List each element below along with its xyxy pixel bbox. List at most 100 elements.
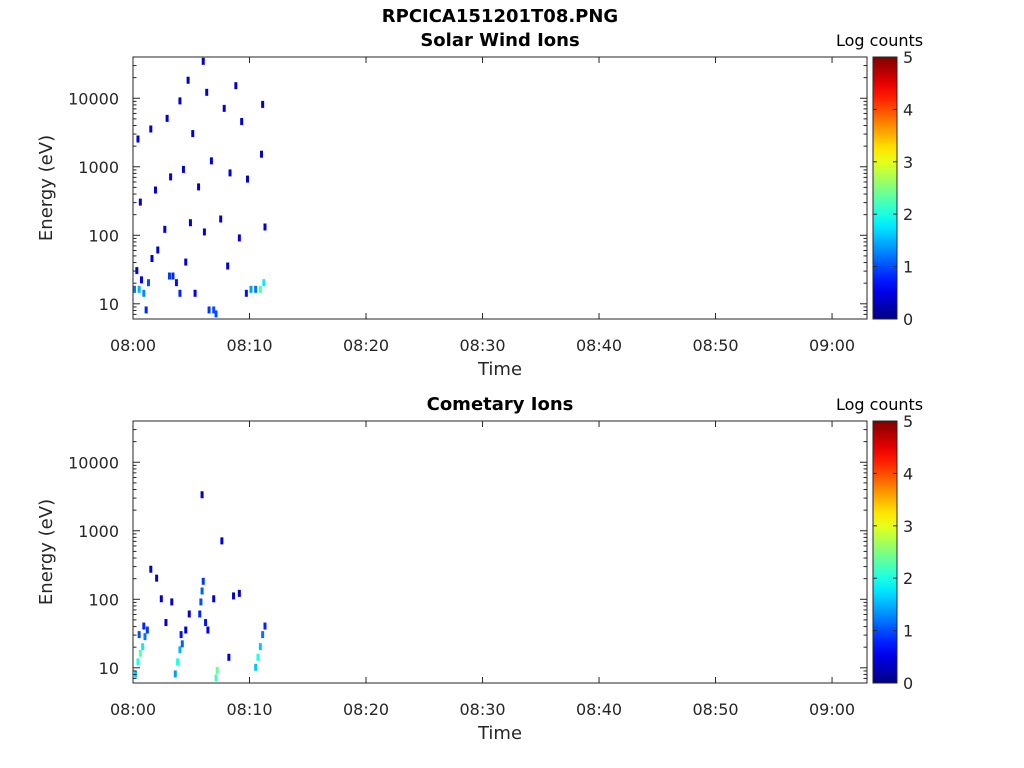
- colorbar-tick-label: 3: [903, 517, 913, 536]
- data-cell: [205, 88, 209, 96]
- data-cell: [139, 276, 143, 284]
- data-cell: [254, 663, 258, 671]
- data-cell: [146, 279, 150, 287]
- data-cell: [198, 610, 202, 618]
- data-cell: [143, 633, 147, 641]
- data-cell: [244, 289, 248, 297]
- y-axis-label: Energy (eV): [36, 499, 57, 605]
- data-cell: [191, 130, 195, 138]
- data-cell: [228, 169, 232, 177]
- x-axis-label: Time: [477, 359, 522, 380]
- data-cell: [186, 76, 190, 84]
- data-cell: [149, 565, 153, 573]
- colorbar-tick-label: 2: [903, 205, 913, 224]
- colorbar-tick-label: 4: [903, 100, 913, 119]
- colorbar-tick-label: 1: [903, 622, 913, 641]
- data-cell: [240, 118, 244, 126]
- data-cell: [200, 491, 204, 499]
- x-axis-label: Time: [477, 723, 522, 744]
- colorbar-label: Log counts: [836, 395, 924, 414]
- data-cell: [149, 125, 153, 133]
- data-cell: [169, 173, 173, 181]
- y-tick-label: 10: [99, 295, 119, 314]
- data-cell: [167, 272, 171, 280]
- x-tick-label: 08:00: [110, 336, 156, 355]
- data-cell: [259, 150, 263, 158]
- data-cell: [155, 574, 159, 582]
- data-cell: [180, 640, 184, 648]
- data-cell: [136, 658, 140, 666]
- data-cell: [135, 267, 139, 275]
- data-cell: [138, 198, 142, 206]
- data-cell: [262, 279, 266, 287]
- solar-wind-ions-chart: 08:00 08:10 08:20 08:30 08:40 08:50 09:00 Time 1…: [36, 48, 913, 380]
- data-cell: [232, 592, 236, 600]
- colorbar-tick-label: 4: [903, 464, 913, 483]
- data-cell: [227, 653, 231, 661]
- data-cell: [237, 589, 241, 597]
- data-cell: [234, 82, 238, 90]
- data-cell: [179, 631, 183, 639]
- data-cell: [214, 674, 218, 682]
- data-cell: [261, 631, 265, 639]
- solar-wind-ions-panel: Solar Wind Ions Log counts 08:00 08:10 08:…: [36, 30, 924, 380]
- data-cell: [170, 598, 174, 606]
- x-tick-label: 08:30: [459, 336, 505, 355]
- y-tick-label: 10000: [68, 453, 119, 472]
- cometary-ions-panel: Cometary Ions Log counts 08:00 08:10 08:20…: [0, 364, 1024, 768]
- data-cell: [142, 622, 146, 630]
- colorbar-tick-label: 3: [903, 153, 913, 172]
- data-cell: [184, 626, 188, 634]
- data-cell: [188, 219, 192, 227]
- colorbar-tick-label: 1: [903, 258, 913, 277]
- plot-frame: [132, 420, 868, 684]
- data-cell: [165, 114, 169, 122]
- data-cell: [220, 537, 224, 545]
- data-cell: [204, 619, 208, 627]
- data-cell: [184, 258, 188, 266]
- data-cell: [256, 653, 260, 661]
- data-cell: [202, 228, 206, 236]
- x-tick-label: 08:50: [692, 336, 738, 355]
- data-cell: [141, 643, 145, 651]
- data-cell: [214, 310, 218, 318]
- colorbar-tick-label: 0: [903, 310, 913, 329]
- data-cell: [163, 225, 167, 233]
- data-cell: [254, 285, 258, 293]
- data-cell: [164, 619, 168, 627]
- colorbar: [872, 420, 898, 684]
- data-cell: [246, 175, 250, 183]
- data-cell: [258, 643, 262, 651]
- data-cell: [193, 289, 197, 297]
- data-cell: [200, 587, 204, 595]
- data-cell: [174, 279, 178, 287]
- data-cell: [263, 622, 267, 630]
- data-cell: [150, 255, 154, 263]
- data-cell: [144, 306, 148, 314]
- x-tick-label: 08:20: [343, 336, 389, 355]
- data-cell: [222, 104, 226, 112]
- x-tick-label: 08:30: [459, 700, 505, 719]
- data-cell: [199, 598, 203, 606]
- data-cell: [209, 157, 213, 165]
- x-tick-label: 08:40: [576, 336, 622, 355]
- colorbar-tick-label: 0: [903, 674, 913, 693]
- heatmap-cells: [134, 491, 267, 682]
- data-cell: [173, 670, 177, 678]
- data-cell: [176, 658, 180, 666]
- data-cell: [178, 97, 182, 105]
- data-cell: [133, 285, 136, 293]
- data-cell: [178, 289, 182, 297]
- data-cell: [201, 57, 205, 65]
- colorbar-label: Log counts: [836, 31, 924, 50]
- y-tick-label: 1000: [78, 158, 119, 177]
- y-tick-label: 10: [99, 659, 119, 678]
- data-cell: [181, 165, 185, 173]
- y-tick-label: 100: [88, 590, 119, 609]
- data-cell: [137, 285, 141, 293]
- colorbar-tick-label: 2: [903, 569, 913, 588]
- data-cell: [212, 595, 216, 603]
- data-cell: [207, 306, 211, 314]
- data-cell: [142, 289, 146, 297]
- data-cell: [237, 234, 241, 242]
